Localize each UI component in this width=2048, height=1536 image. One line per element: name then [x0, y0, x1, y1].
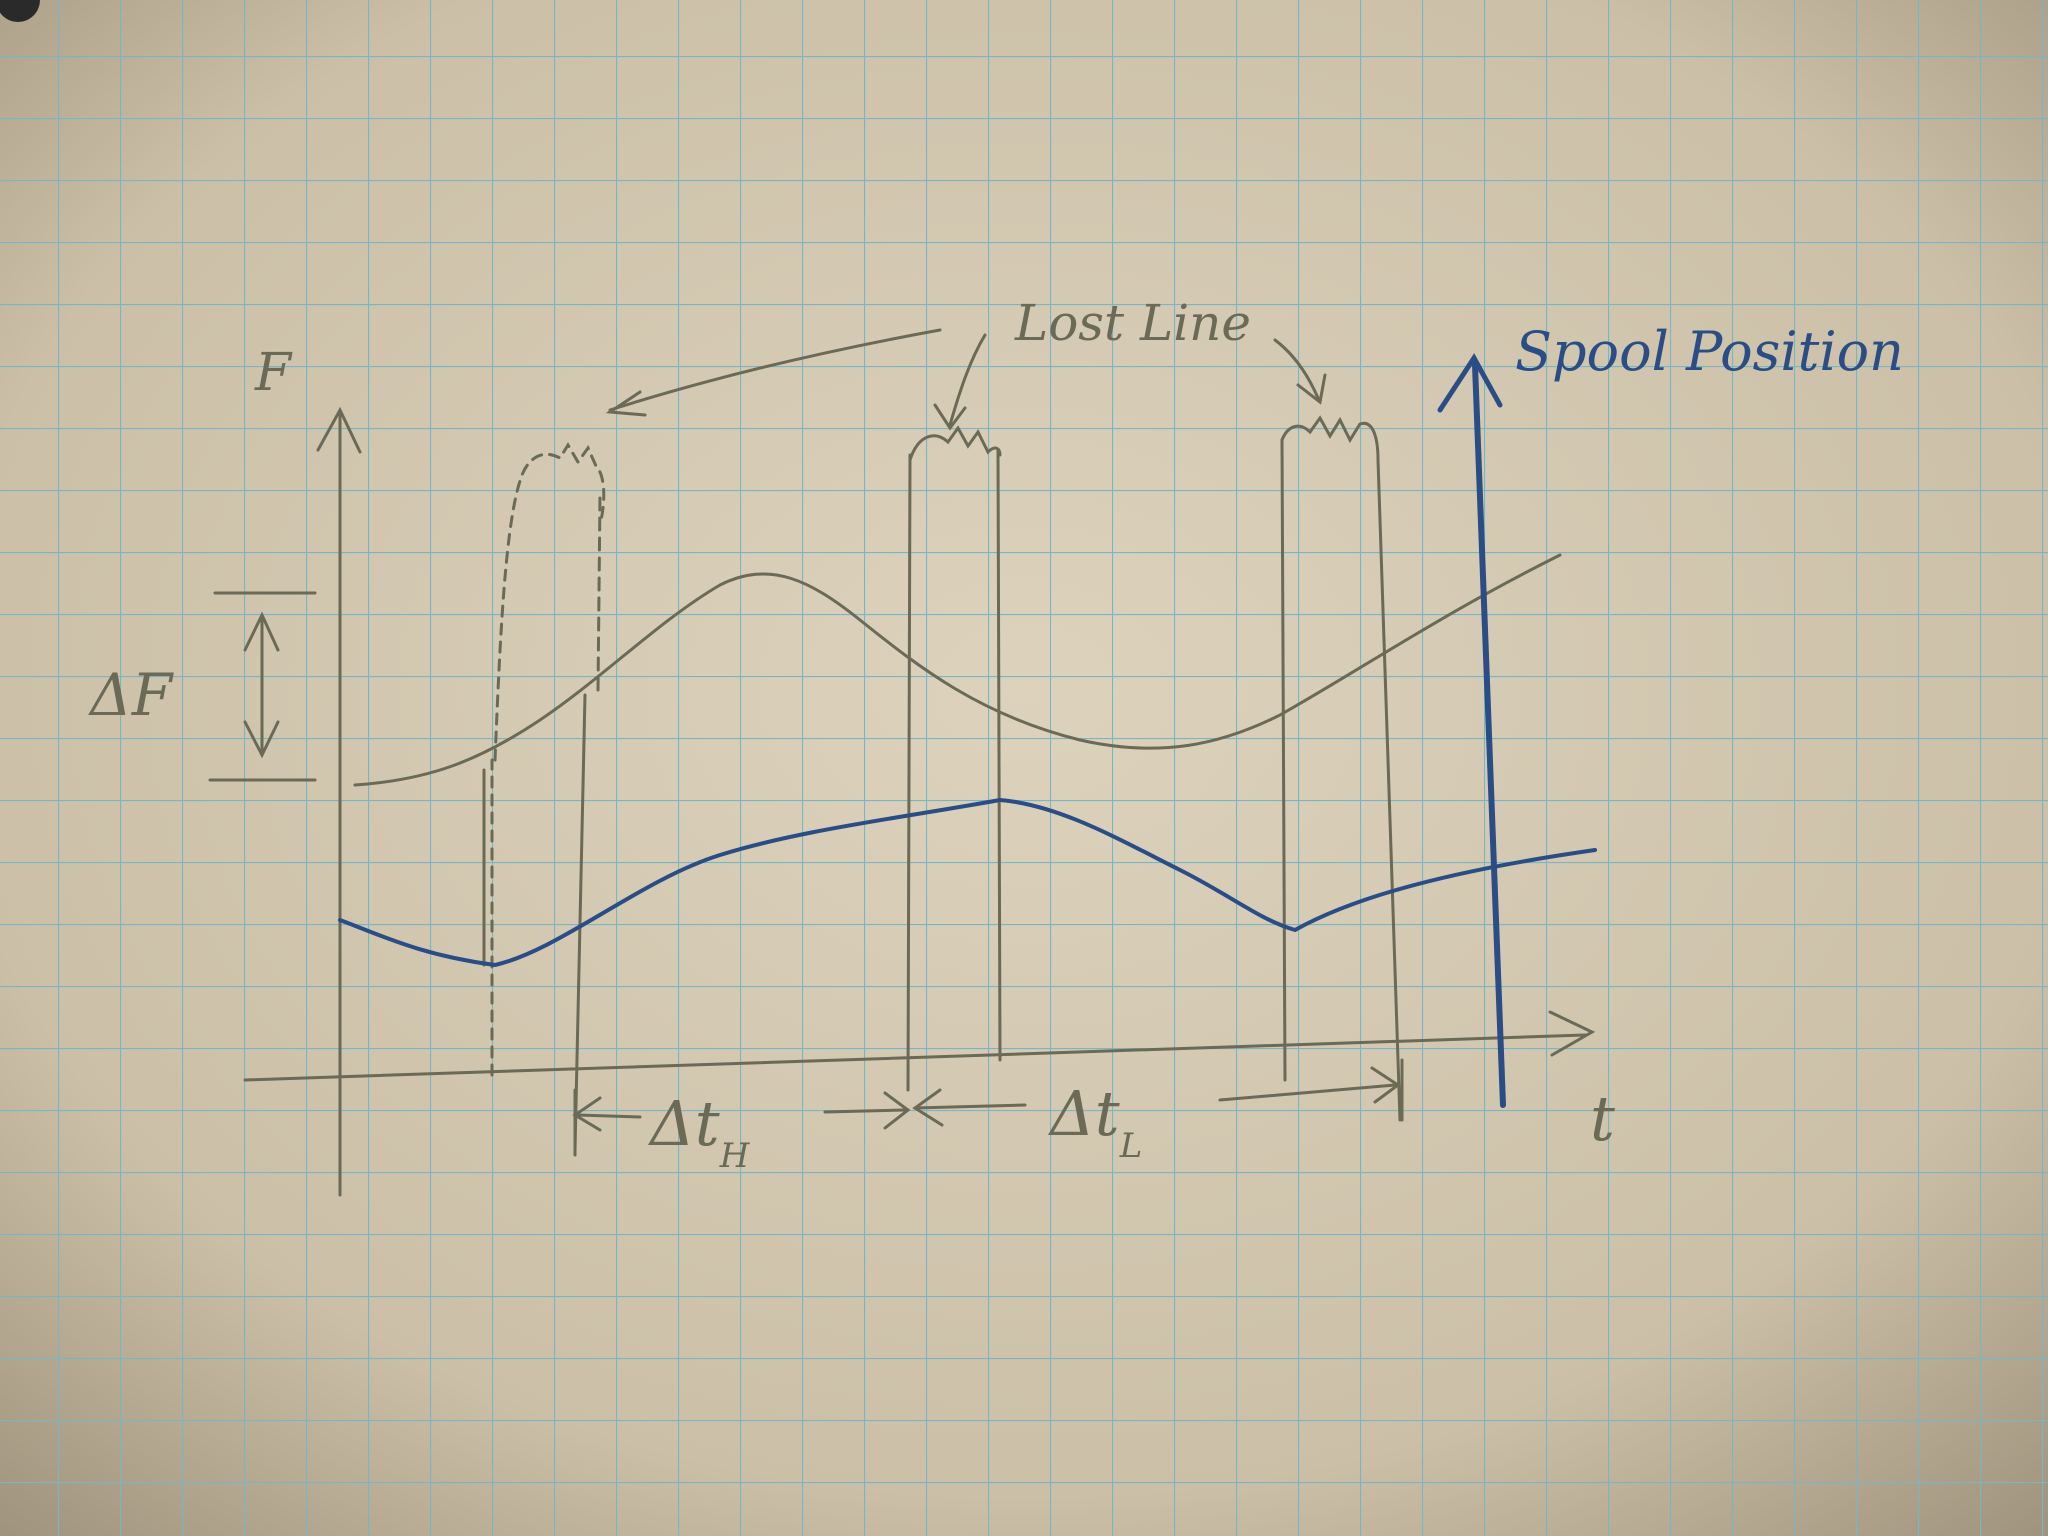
lost-line-label: Lost Line	[1014, 294, 1251, 352]
lost-line-pointer-3	[1273, 338, 1320, 400]
delta-f-arrow-top-head	[243, 611, 280, 652]
delta-t-h-left-arrow	[576, 1113, 642, 1119]
t-axis	[243, 1033, 1587, 1082]
delta-f-arrow-bottom-head	[243, 720, 280, 759]
delta-t-l-right-head	[1370, 1066, 1401, 1104]
t-axis-arrowhead	[1548, 1010, 1596, 1057]
f-axis-label: F	[254, 343, 293, 403]
delta-t-h-label: ΔtH	[648, 1087, 751, 1176]
f-axis-arrowhead	[316, 406, 362, 454]
lost-line-hump-1	[493, 442, 606, 762]
lost-line-pointer-2-head	[933, 403, 967, 431]
marker-line-2	[573, 693, 587, 1152]
lost-line-pointer-1	[608, 328, 942, 412]
t-axis-label: t	[1590, 1082, 1615, 1155]
lost-line-pointer-1-head	[605, 390, 647, 417]
lost-line-hump-2	[908, 425, 1002, 462]
delta-t-h-right-arrow	[823, 1108, 907, 1114]
spool-position-label: Spool Position	[1515, 320, 1904, 383]
marker-line-3	[906, 453, 912, 1092]
spool-position-axis	[1472, 362, 1506, 1108]
delta-f-label: ΔF	[88, 661, 174, 729]
lost-line-pointer-3-head	[1296, 373, 1327, 405]
force-curve	[353, 553, 1562, 787]
marker-line-4	[996, 448, 1002, 1062]
spool-position-axis-arrowhead	[1437, 353, 1503, 413]
delta-t-h-right-head	[883, 1091, 911, 1130]
marker-line-2-dashed	[596, 493, 602, 692]
delta-t-l-left-arrow	[913, 1103, 1027, 1110]
delta-t-l-left-head	[912, 1088, 944, 1127]
spool-position-curve	[338, 797, 1597, 968]
lost-line-hump-3	[1280, 415, 1380, 462]
lost-line-pointer-2	[948, 333, 987, 427]
marker-line-5	[1280, 438, 1287, 1082]
corner-mark	[0, 0, 40, 22]
delta-t-l-label: ΔtL	[1048, 1077, 1142, 1166]
delta-t-l-right-arrow	[1218, 1083, 1397, 1102]
marker-line-6	[1376, 458, 1402, 1122]
